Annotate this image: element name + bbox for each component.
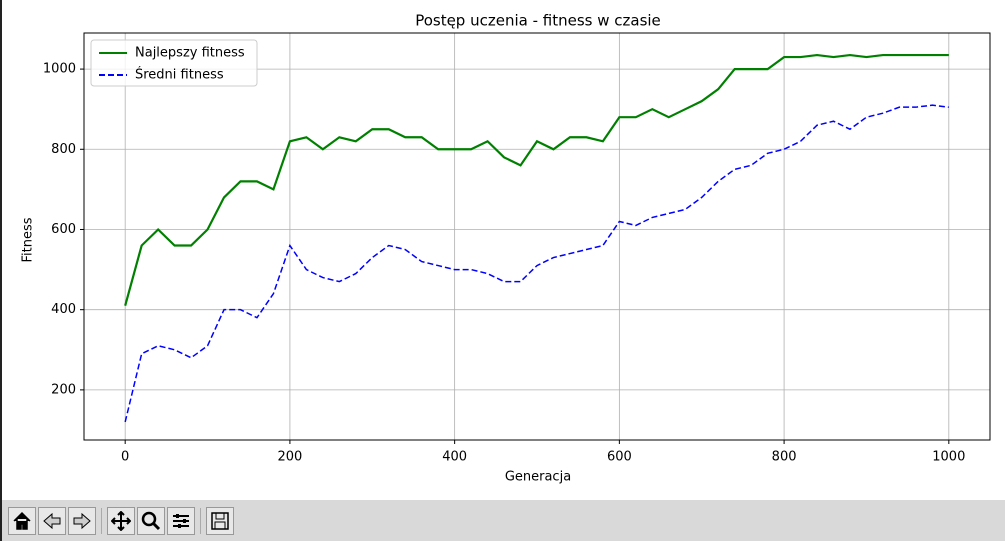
data-line [124, 104, 949, 423]
x-tick-label: 0 [121, 450, 129, 465]
legend-label: Najlepszy fitness [135, 46, 245, 61]
chart: Postęp uczenia - fitness w czasie Genera… [21, 12, 991, 485]
x-tick-label: 1000 [932, 450, 965, 465]
separator [101, 507, 102, 534]
y-axis-label: Fitness [21, 217, 36, 262]
y-tick-label: 800 [51, 142, 76, 157]
configure-button[interactable] [167, 506, 195, 535]
pan-button[interactable] [107, 506, 135, 535]
zoom-button[interactable] [137, 506, 165, 535]
x-tick-label: 200 [277, 450, 302, 465]
x-tick-label: 800 [772, 450, 797, 465]
back-button[interactable] [38, 506, 66, 535]
toolbar [2, 500, 1005, 541]
chart-title: Postęp uczenia - fitness w czasie [415, 12, 661, 30]
plot-frame [83, 32, 991, 441]
legend-label: Średni fitness [135, 67, 224, 83]
forward-button[interactable] [68, 506, 96, 535]
x-tick-label: 600 [607, 450, 632, 465]
legend-box [90, 39, 258, 87]
y-tick-label: 200 [51, 382, 76, 397]
home-button[interactable] [8, 506, 36, 535]
y-tick-label: 400 [51, 302, 76, 317]
x-axis-label: Generacja [505, 470, 571, 485]
data-line [124, 53, 949, 306]
separator [200, 507, 201, 534]
save-button[interactable] [206, 506, 234, 535]
x-tick-label: 400 [442, 450, 467, 465]
y-tick-label: 1000 [43, 62, 76, 77]
y-tick-label: 600 [51, 222, 76, 237]
